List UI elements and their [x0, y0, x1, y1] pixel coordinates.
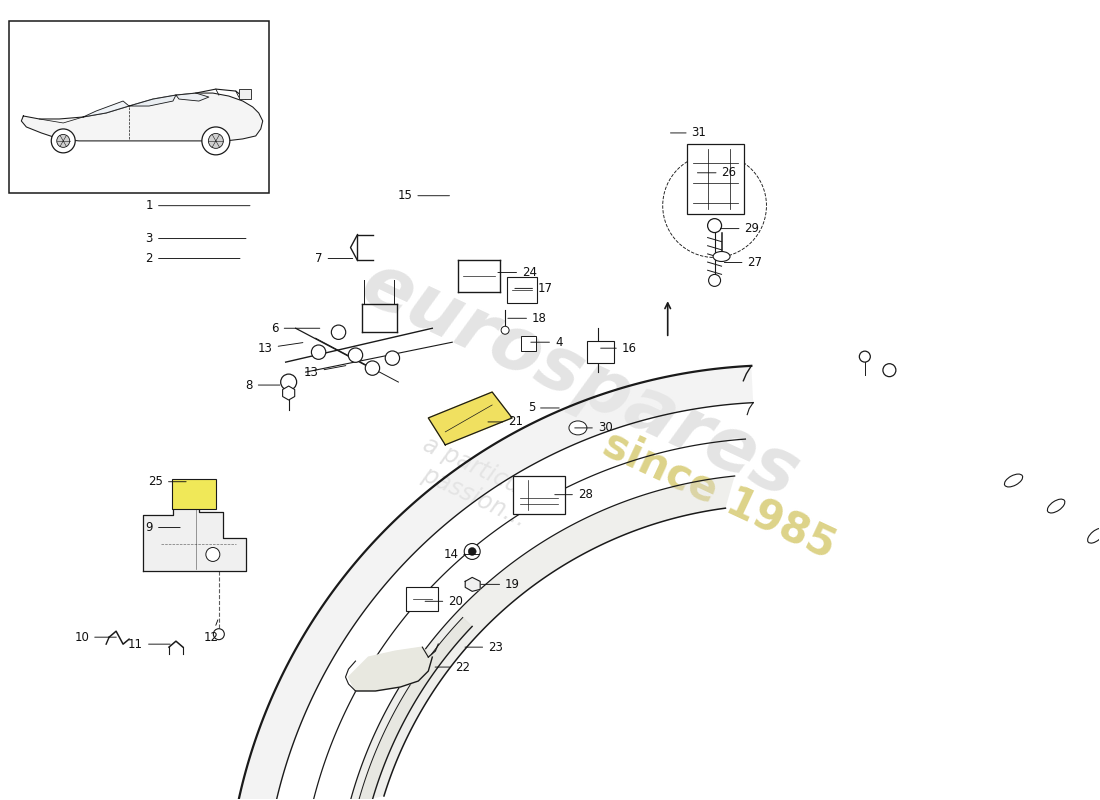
Text: 4: 4	[531, 336, 562, 349]
Text: 18: 18	[508, 312, 547, 325]
Text: 31: 31	[671, 126, 706, 139]
Bar	[239, 89, 251, 99]
Polygon shape	[234, 366, 754, 800]
Text: 19: 19	[481, 578, 520, 591]
Circle shape	[349, 348, 363, 362]
Ellipse shape	[1004, 474, 1023, 487]
Circle shape	[464, 543, 481, 559]
Circle shape	[280, 374, 297, 390]
Polygon shape	[84, 101, 129, 117]
Text: 26: 26	[697, 166, 737, 179]
Text: 27: 27	[724, 256, 762, 269]
Text: 16: 16	[601, 342, 637, 354]
Polygon shape	[350, 476, 735, 800]
Circle shape	[311, 345, 326, 359]
Polygon shape	[21, 93, 263, 141]
Circle shape	[859, 351, 870, 362]
Circle shape	[502, 326, 509, 334]
FancyBboxPatch shape	[172, 478, 216, 509]
Text: 30: 30	[574, 422, 613, 434]
Text: 28: 28	[554, 488, 593, 501]
Text: 21: 21	[488, 415, 524, 429]
Circle shape	[213, 629, 224, 640]
Text: since 1985: since 1985	[596, 422, 843, 567]
Polygon shape	[465, 578, 481, 591]
FancyBboxPatch shape	[686, 144, 744, 214]
Circle shape	[469, 547, 476, 555]
Text: 25: 25	[148, 475, 186, 488]
Polygon shape	[351, 618, 472, 800]
Text: 1: 1	[145, 199, 250, 212]
Text: 10: 10	[75, 630, 117, 644]
FancyBboxPatch shape	[513, 476, 565, 514]
Text: 20: 20	[425, 594, 463, 608]
Text: 22: 22	[436, 661, 470, 674]
Text: 11: 11	[128, 638, 170, 650]
Bar	[10, 22, 268, 193]
Text: 17: 17	[515, 282, 553, 295]
Text: eurospares: eurospares	[350, 246, 811, 514]
Circle shape	[708, 274, 720, 286]
Circle shape	[208, 134, 223, 148]
Text: 8: 8	[245, 378, 279, 391]
Text: 2: 2	[145, 252, 240, 265]
Polygon shape	[176, 93, 209, 101]
Text: 13: 13	[257, 342, 303, 354]
Text: 13: 13	[304, 366, 345, 378]
Circle shape	[57, 134, 69, 147]
Ellipse shape	[1047, 499, 1065, 513]
Ellipse shape	[569, 421, 587, 435]
Text: a particular
passion...: a particular passion...	[408, 433, 553, 537]
Text: 9: 9	[145, 521, 180, 534]
Text: 7: 7	[315, 252, 353, 265]
Wedge shape	[52, 129, 75, 153]
Polygon shape	[349, 647, 432, 691]
Polygon shape	[143, 488, 245, 571]
Circle shape	[385, 351, 399, 366]
Circle shape	[206, 547, 220, 562]
FancyBboxPatch shape	[406, 587, 438, 611]
Text: 24: 24	[498, 266, 537, 279]
Text: 29: 29	[720, 222, 759, 235]
Text: 14: 14	[443, 548, 480, 561]
Circle shape	[883, 364, 895, 377]
Ellipse shape	[1088, 528, 1100, 543]
Text: 15: 15	[397, 190, 450, 202]
Text: 5: 5	[528, 402, 559, 414]
Text: 23: 23	[465, 641, 503, 654]
Text: 6: 6	[272, 322, 320, 334]
Circle shape	[707, 218, 722, 233]
Text: 12: 12	[204, 620, 219, 644]
FancyBboxPatch shape	[507, 278, 537, 303]
Ellipse shape	[713, 251, 730, 262]
Polygon shape	[129, 95, 176, 106]
Circle shape	[365, 361, 380, 375]
FancyBboxPatch shape	[521, 336, 536, 351]
Wedge shape	[202, 127, 230, 155]
Circle shape	[331, 325, 345, 339]
Polygon shape	[428, 392, 513, 445]
Text: 3: 3	[145, 232, 246, 245]
FancyBboxPatch shape	[587, 342, 614, 363]
